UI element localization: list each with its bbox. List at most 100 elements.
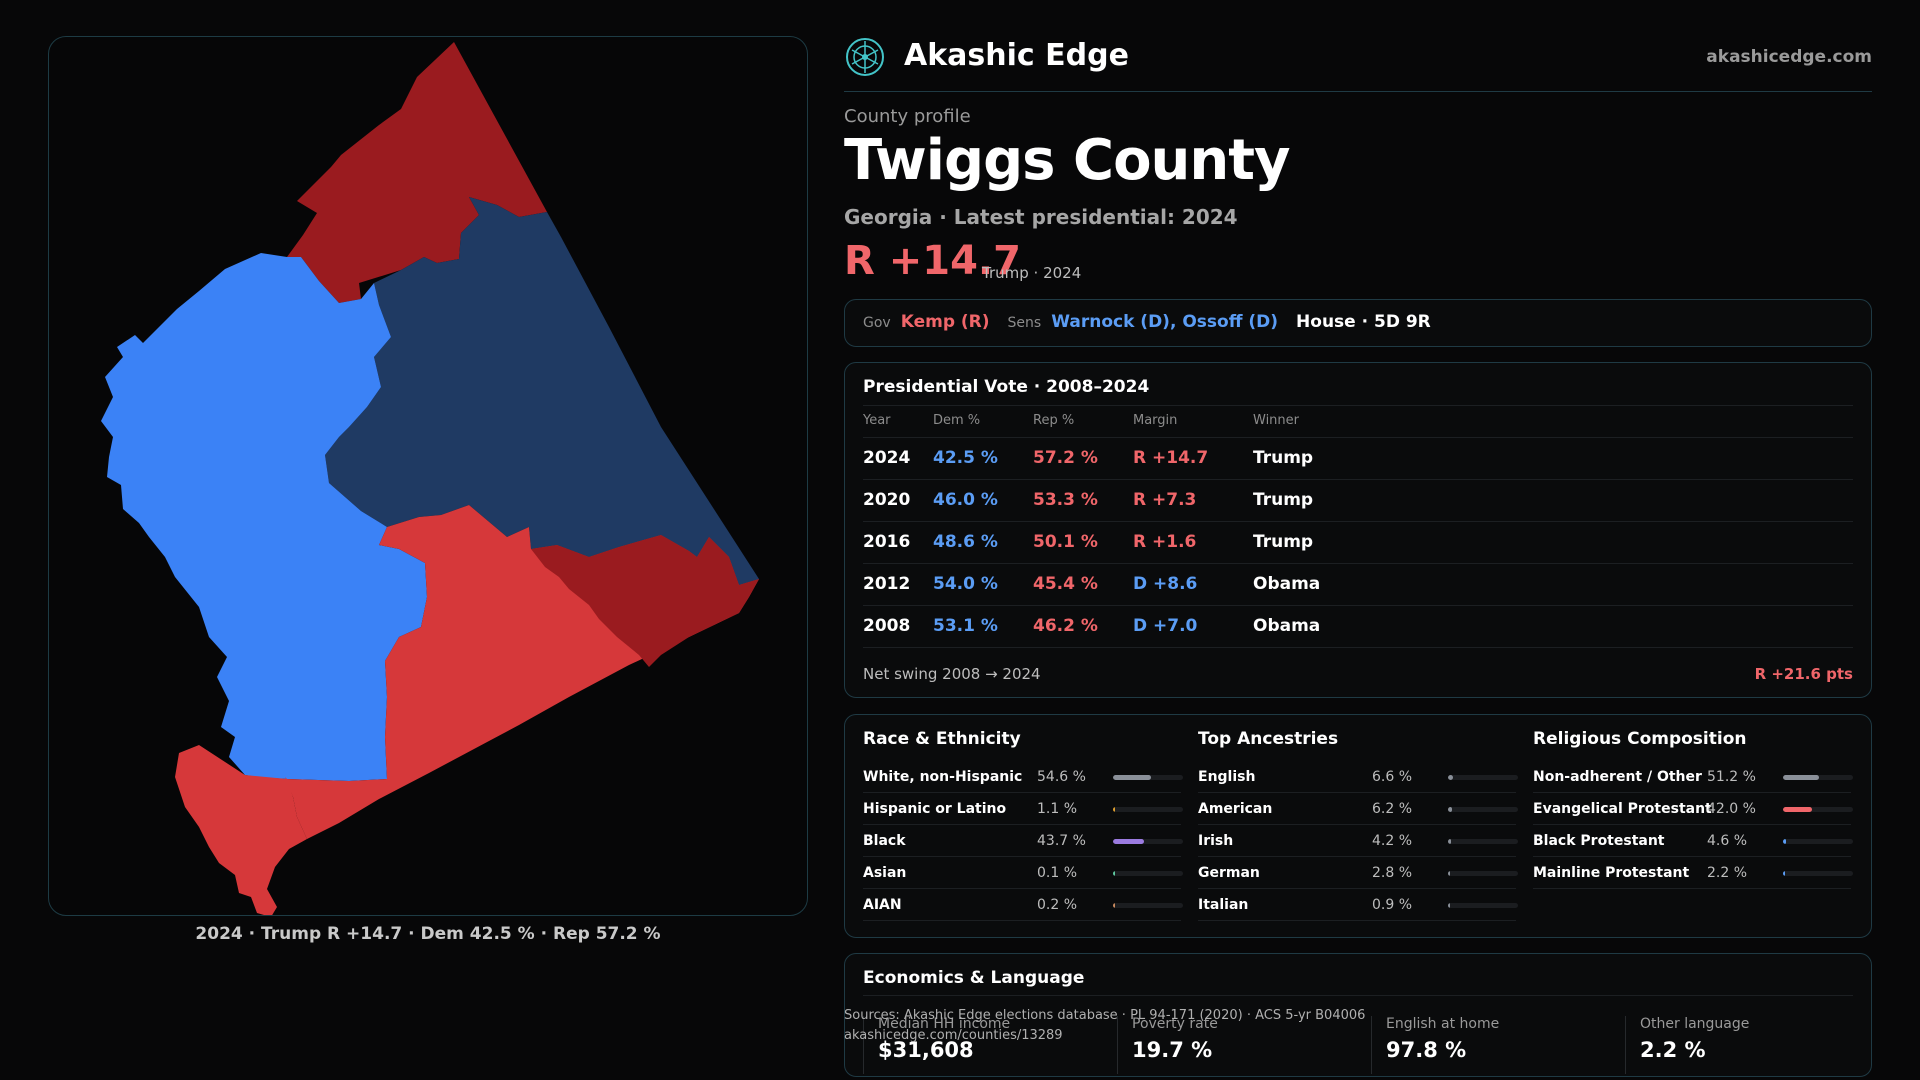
ancestry-row: German 2.8 % [1198,857,1518,889]
religion-bar-track [1783,839,1853,844]
source-url-link[interactable]: akashicedge.com/counties/13289 [844,1028,1063,1043]
vote-row-2016: 2016 48.6 % 50.1 % R +1.6 Trump [863,521,1853,564]
economics-title: Economics & Language [863,968,1085,988]
rep-pct-cell: 46.2 % [1033,605,1133,648]
dem-pct-cell: 54.0 % [933,563,1033,606]
race-bar-track [1113,775,1183,780]
religion-column: Religious Composition Non-adherent / Oth… [1533,729,1853,889]
race-column: Race & Ethnicity White, non-Hispanic 54.6… [863,729,1183,921]
site-header: Akashic Edge akashicedge.com [844,36,1872,92]
race-bar-track [1113,903,1183,908]
stat-label: Median HH income [878,1016,1011,1032]
vote-row-2020: 2020 46.0 % 53.3 % R +7.3 Trump [863,479,1853,522]
ancestry-bar-fill [1448,903,1450,908]
rep-pct-cell: 50.1 % [1033,521,1133,564]
religion-bar-track [1783,807,1853,812]
ancestry-bar-track [1448,871,1518,876]
senators-value: Warnock (D), Ossoff (D) [1051,312,1279,332]
gov-label: Gov [863,315,891,331]
ancestry-bar-fill [1448,871,1450,876]
winner-cell: Obama [1253,605,1853,648]
county-map-panel [48,36,808,916]
race-bar-fill [1113,871,1115,876]
stat-label: English at home [1386,1016,1500,1032]
stat-value: 2.2 % [1640,1038,1706,1062]
ancestry-name: Irish [1198,833,1234,849]
brand-name[interactable]: Akashic Edge [904,38,1129,73]
margin-cell: R +14.7 [1133,437,1253,480]
ancestry-bar-track [1448,775,1518,780]
religion-bar-fill [1783,871,1785,876]
religion-bar-fill [1783,807,1813,812]
stat-label: Other language [1640,1016,1750,1032]
col-dem: Dem % [933,405,1033,438]
religion-name: Black Protestant [1533,833,1665,849]
stat-value: 19.7 % [1132,1038,1213,1062]
net-swing: Net swing 2008 → 2024 R +21.6 pts [863,665,1853,683]
stat-poverty-rate: Poverty rate 19.7 % [1117,1016,1357,1074]
race-name: White, non-Hispanic [863,769,1023,785]
race-name: AIAN [863,897,902,913]
religion-row: Non-adherent / Other 51.2 % [1533,761,1853,793]
sens-label: Sens [1007,315,1042,331]
race-name: Asian [863,865,907,881]
precinct-north[interactable] [287,42,547,303]
religion-bar-fill [1783,839,1787,844]
presidential-vote-card: Presidential Vote · 2008–2024 Year Dem %… [844,362,1872,698]
race-bar-track [1113,871,1183,876]
ancestry-bar-track [1448,807,1518,812]
rep-pct-cell: 53.3 % [1033,479,1133,522]
ancestry-bar-fill [1448,839,1451,844]
race-bar-fill [1113,775,1152,780]
ancestry-bar-fill [1448,807,1453,812]
precinct-southwest[interactable] [175,745,307,916]
race-bar-fill [1113,903,1115,908]
race-name: Black [863,833,906,849]
site-link[interactable]: akashicedge.com [1706,47,1872,67]
ancestry-name: Italian [1198,897,1249,913]
headline-margin: R +14.7 [844,238,1021,284]
dem-pct-cell: 53.1 % [933,605,1033,648]
stat-label: Poverty rate [1132,1016,1218,1032]
margin-cell: R +1.6 [1133,521,1253,564]
religion-row: Black Protestant 4.6 % [1533,825,1853,857]
rep-pct-cell: 57.2 % [1033,437,1133,480]
governor-value: Kemp (R) [900,312,990,332]
house-delegation: House · 5D 9R [1296,312,1431,332]
col-rep: Rep % [1033,405,1133,438]
precinct-southeast[interactable] [531,535,759,667]
col-margin: Margin [1133,405,1253,438]
winner-cell: Trump [1253,521,1853,564]
vote-card-title: Presidential Vote · 2008–2024 [863,377,1150,397]
ancestry-row: English 6.6 % [1198,761,1518,793]
race-bar-track [1113,839,1183,844]
margin-cell: D +8.6 [1133,563,1253,606]
religion-bar-track [1783,871,1853,876]
year-cell: 2024 [863,437,933,480]
year-cell: 2020 [863,479,933,522]
ancestry-name: American [1198,801,1273,817]
ancestry-row: American 6.2 % [1198,793,1518,825]
religion-row: Evangelical Protestant 42.0 % [1533,793,1853,825]
col-winner: Winner [1253,405,1853,438]
vote-table-header: Year Dem % Rep % Margin Winner [863,405,1853,438]
race-pct: 1.1 % [1037,801,1078,817]
ancestry-name: English [1198,769,1256,785]
stat-median-income: Median HH income $31,608 [863,1016,1103,1074]
dem-pct-cell: 46.0 % [933,479,1033,522]
race-bar-track [1113,807,1183,812]
ancestry-pct: 6.2 % [1372,801,1413,817]
precinct-east[interactable] [325,197,759,585]
precinct-west[interactable] [101,253,427,781]
divider [863,995,1853,996]
ancestry-title: Top Ancestries [1198,729,1339,749]
sources-text: Sources: Akashic Edge elections database… [844,1008,1366,1023]
stat-value: $31,608 [878,1038,974,1062]
dem-pct-cell: 48.6 % [933,521,1033,564]
stat-value: 97.8 % [1386,1038,1467,1062]
ancestry-bar-track [1448,839,1518,844]
stat-other-language: Other language 2.2 % [1625,1016,1865,1074]
religion-pct: 42.0 % [1707,801,1756,817]
ancestry-column: Top Ancestries English 6.6 % American 6.2 %… [1198,729,1518,921]
brand-logo-icon[interactable] [844,36,886,78]
